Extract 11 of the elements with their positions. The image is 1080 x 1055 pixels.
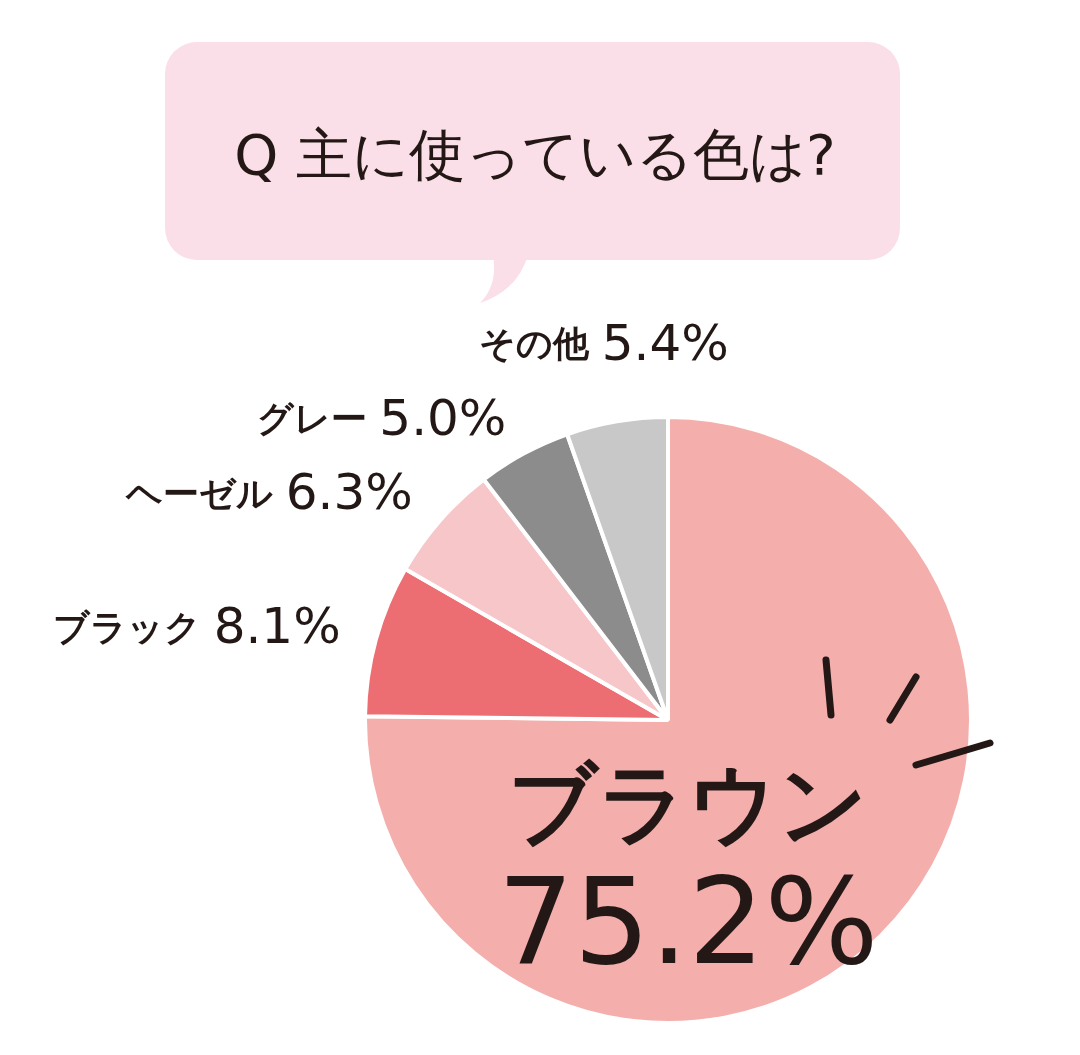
slice-label: ヘーゼル xyxy=(125,472,274,514)
data-label: 75.2% xyxy=(497,852,879,992)
slice-label: グレー xyxy=(256,397,367,439)
slice-label: その他 xyxy=(479,323,591,365)
data-label: 8.1% xyxy=(213,597,341,656)
data-label: 5.4% xyxy=(601,313,729,372)
slice-label: ブラック xyxy=(53,606,202,648)
chart-title: Q 主に使っている色は? xyxy=(233,121,837,189)
slice-label: ブラウン xyxy=(508,751,868,855)
data-label: 6.3% xyxy=(285,463,413,522)
data-label: 5.0% xyxy=(379,388,507,447)
